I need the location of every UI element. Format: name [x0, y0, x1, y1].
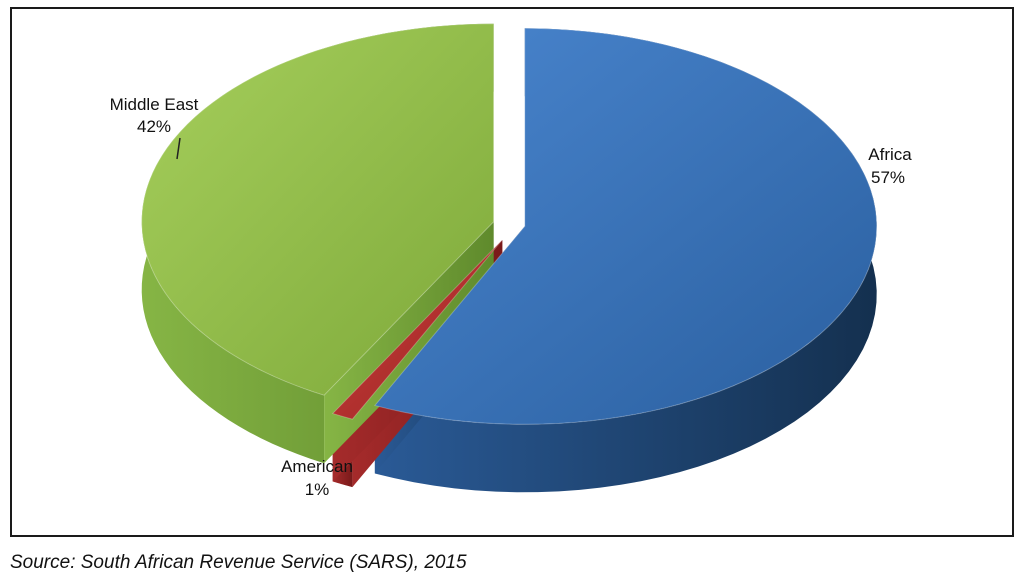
slice-africa: [373, 27, 878, 425]
label-middle-east-value: 42%: [137, 117, 171, 136]
label-middle-east-name: Middle East: [110, 95, 199, 114]
pie-labels: Middle East 42% Africa 57% American 1%: [110, 95, 913, 499]
source-note: Source: South African Revenue Service (S…: [10, 552, 467, 573]
slice-side-africa: [374, 28, 877, 493]
chart-frame: Middle East 42% Africa 57% American 1%: [10, 7, 1014, 537]
label-american-name: American: [281, 457, 353, 476]
slice-middle-east: [141, 23, 495, 396]
label-africa-value: 57%: [871, 168, 905, 187]
slice-american: [331, 239, 503, 420]
label-africa-name: Africa: [868, 145, 912, 164]
pie-chart: Middle East 42% Africa 57% American 1%: [110, 23, 913, 499]
middle-east-leader-line: [176, 137, 181, 160]
label-american-value: 1%: [305, 480, 330, 499]
pie-slices: [141, 23, 878, 493]
